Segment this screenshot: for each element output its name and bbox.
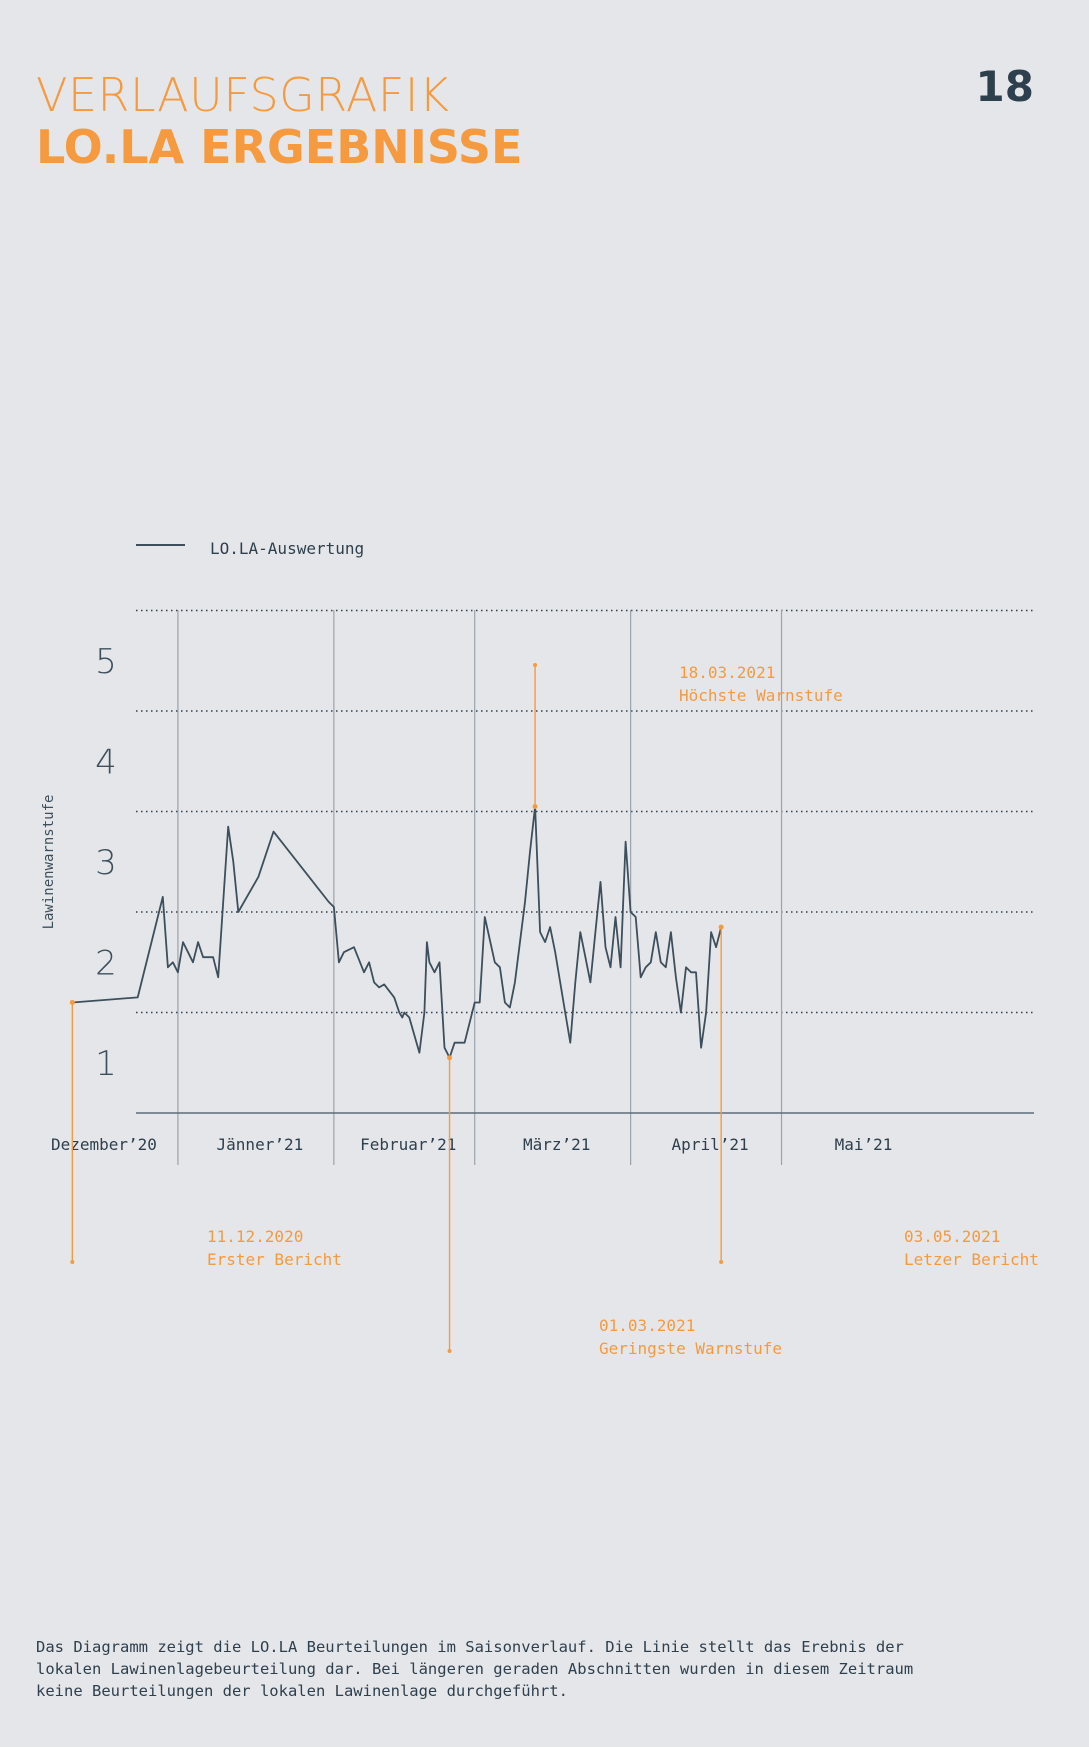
description-line-1: Das Diagramm zeigt die LO.LA Beurteilung…	[36, 1638, 904, 1656]
annotation-date-last: 03.05.2021	[904, 1227, 1000, 1246]
page-title-line1: VERLAUFSGRAFIK	[36, 68, 450, 122]
annotation-text-first: Erster Bericht	[207, 1250, 342, 1269]
annotation-point-min	[447, 1055, 453, 1061]
annotation-point-first	[69, 999, 75, 1005]
annotation-point-max	[532, 803, 538, 809]
annotation-end-last	[719, 1260, 724, 1264]
annotation-date-first: 11.12.2020	[207, 1227, 303, 1246]
y-tick-label-2: 2	[95, 943, 117, 983]
legend-label: LO.LA-Auswertung	[210, 539, 364, 558]
page-number: 18	[975, 62, 1034, 111]
annotation-end-first	[70, 1260, 75, 1264]
page-title-line2: LO.LA ERGEBNISSE	[36, 120, 523, 174]
annotation-text-max: Höchste Warnstufe	[679, 686, 843, 705]
annotation-end-max	[533, 663, 538, 667]
x-tick-label-5: April’21	[672, 1135, 749, 1154]
annotation-date-max: 18.03.2021	[679, 663, 775, 682]
annotation-text-min: Geringste Warnstufe	[599, 1339, 782, 1358]
y-tick-label-1: 1	[95, 1044, 117, 1084]
series-line-lola	[72, 805, 723, 1059]
x-tick-label-4: März’21	[523, 1135, 590, 1154]
x-tick-label-3: Februar’21	[360, 1135, 456, 1154]
chart-description: Das Diagramm zeigt die LO.LA Beurteilung…	[36, 1636, 1056, 1702]
x-tick-label-2: Jänner’21	[217, 1135, 304, 1154]
y-tick-label-5: 5	[95, 642, 117, 682]
y-axis-label: Lawinenwarnstufe	[41, 795, 57, 930]
annotation-text-last: Letzer Bericht	[904, 1250, 1039, 1269]
description-line-2: lokalen Lawinenlagebeurteilung dar. Bei …	[36, 1660, 914, 1678]
x-tick-label-6: Mai’21	[835, 1135, 893, 1154]
description-line-3: keine Beurteilungen der lokalen Lawinenl…	[36, 1682, 568, 1700]
annotation-point-last	[718, 924, 724, 930]
annotation-date-min: 01.03.2021	[599, 1316, 695, 1335]
y-tick-label-4: 4	[95, 742, 117, 782]
line-chart: 1 2 3 4 5 Lawinenwarnstufe Dezember’20 Jänner’2…	[41, 539, 1039, 1358]
annotation-end-min	[447, 1349, 452, 1353]
y-tick-label-3: 3	[95, 843, 117, 883]
x-tick-label-1: Dezember’20	[51, 1135, 157, 1154]
